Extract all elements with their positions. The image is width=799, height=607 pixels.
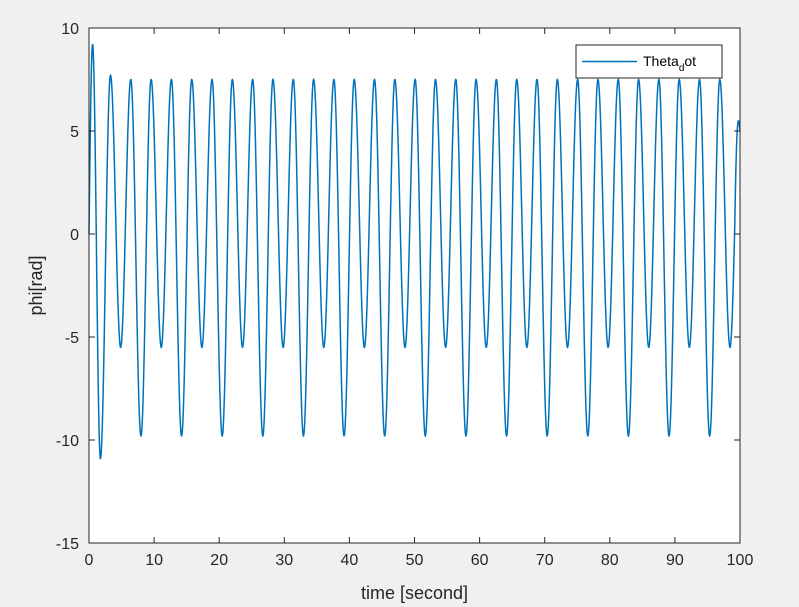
- x-tick-label: 50: [406, 552, 424, 569]
- legend-text-subscript: d: [679, 63, 685, 74]
- plot-area: [89, 28, 740, 543]
- x-tick-label: 0: [85, 552, 94, 569]
- y-tick-label: -10: [56, 433, 79, 450]
- y-tick-label: 5: [70, 124, 79, 141]
- x-tick-label: 100: [727, 552, 754, 569]
- x-tick-label: 70: [536, 552, 554, 569]
- legend: Thetadot: [575, 44, 723, 79]
- x-tick-label: 90: [666, 552, 684, 569]
- legend-text-main: Theta: [643, 53, 679, 69]
- x-tick-label: 80: [601, 552, 619, 569]
- x-axis-label: time [second]: [361, 583, 468, 603]
- y-tick-label: -5: [65, 330, 79, 347]
- x-tick-label: 40: [341, 552, 359, 569]
- data-layer: [88, 43, 741, 460]
- x-tick-label: 10: [145, 552, 163, 569]
- y-tick-label: -15: [56, 536, 79, 553]
- y-axis-label: phi[rad]: [26, 255, 46, 315]
- y-tick-label: 10: [61, 21, 79, 38]
- x-tick-label: 30: [275, 552, 293, 569]
- x-tick-label: 60: [471, 552, 489, 569]
- x-tick-label: 20: [210, 552, 228, 569]
- series-line-thetadot: [88, 43, 741, 460]
- y-tick-label: 0: [70, 227, 79, 244]
- legend-entry-thetadot: Thetadot: [643, 53, 696, 74]
- legend-text-tail: ot: [684, 53, 696, 69]
